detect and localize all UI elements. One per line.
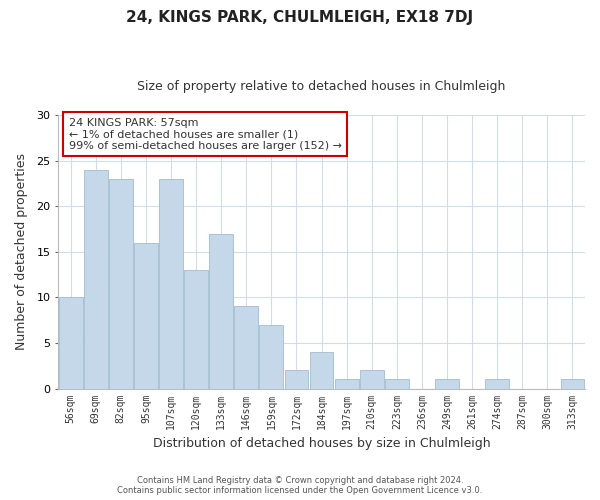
- Bar: [235, 306, 258, 388]
- Bar: [59, 298, 83, 388]
- X-axis label: Distribution of detached houses by size in Chulmleigh: Distribution of detached houses by size …: [153, 437, 490, 450]
- Bar: [560, 380, 584, 388]
- Bar: [485, 380, 509, 388]
- Title: Size of property relative to detached houses in Chulmleigh: Size of property relative to detached ho…: [137, 80, 506, 93]
- Bar: [159, 179, 183, 388]
- Bar: [84, 170, 107, 388]
- Bar: [360, 370, 383, 388]
- Y-axis label: Number of detached properties: Number of detached properties: [15, 154, 28, 350]
- Bar: [335, 380, 359, 388]
- Bar: [284, 370, 308, 388]
- Bar: [184, 270, 208, 388]
- Bar: [259, 324, 283, 388]
- Bar: [134, 242, 158, 388]
- Text: 24, KINGS PARK, CHULMLEIGH, EX18 7DJ: 24, KINGS PARK, CHULMLEIGH, EX18 7DJ: [127, 10, 473, 25]
- Bar: [109, 179, 133, 388]
- Bar: [385, 380, 409, 388]
- Bar: [209, 234, 233, 388]
- Text: 24 KINGS PARK: 57sqm
← 1% of detached houses are smaller (1)
99% of semi-detache: 24 KINGS PARK: 57sqm ← 1% of detached ho…: [68, 118, 341, 151]
- Bar: [310, 352, 334, 389]
- Text: Contains HM Land Registry data © Crown copyright and database right 2024.
Contai: Contains HM Land Registry data © Crown c…: [118, 476, 482, 495]
- Bar: [435, 380, 459, 388]
